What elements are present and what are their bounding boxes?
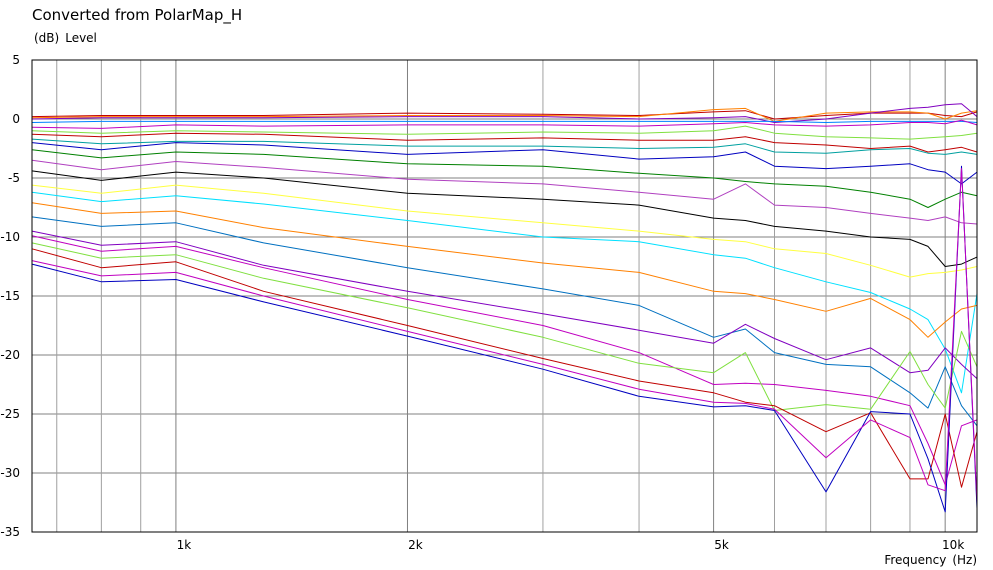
y-axis-title: Level	[65, 31, 97, 45]
series-line-10	[31, 149, 978, 208]
series-line-1	[31, 110, 978, 120]
series-line-19	[31, 242, 978, 411]
x-tick-label: 2k	[408, 538, 423, 552]
y-tick-label: -25	[0, 407, 20, 421]
x-axis-unit: (Hz)	[952, 553, 977, 567]
series-line-13	[31, 184, 978, 278]
y-tick-label: -30	[0, 466, 20, 480]
series-line-20	[31, 248, 978, 488]
series-line-9	[31, 142, 978, 185]
series-line-2	[31, 107, 978, 122]
series-line-8	[31, 138, 978, 155]
x-tick-label: 1k	[177, 538, 192, 552]
series-line-6	[31, 125, 978, 140]
tick-labels: 5 0 -5 -10 -15 -20 -25 -30 -35 1k 2k 5k 10k	[0, 53, 964, 552]
x-tick-label: 10k	[942, 538, 964, 552]
series-line-17	[31, 230, 978, 379]
y-tick-label: 5	[12, 53, 20, 67]
plot-frame	[31, 59, 978, 533]
x-axis-title: Frequency	[884, 553, 947, 567]
x-tick-label: 5k	[714, 538, 729, 552]
series-line-14	[31, 191, 978, 394]
y-tick-label: -20	[0, 348, 20, 362]
series-line-12	[31, 170, 978, 267]
x-axis-label: Frequency (Hz)	[884, 553, 977, 567]
chart-title: Converted from PolarMap_H	[32, 6, 243, 24]
y-tick-label: 0	[12, 112, 20, 126]
series-line-7	[31, 132, 978, 153]
y-tick-label: -5	[8, 171, 20, 185]
series-line-15	[31, 202, 978, 338]
series-line-4	[31, 120, 978, 123]
series-line-11	[31, 159, 978, 225]
series-line-22	[31, 168, 978, 503]
series-line-16	[31, 216, 978, 427]
y-axis-unit: (dB)	[34, 31, 60, 45]
y-tick-label: -15	[0, 289, 20, 303]
y-axis-label: (dB) Level	[34, 31, 97, 45]
series-line-5	[31, 119, 978, 129]
series-lines	[31, 103, 978, 513]
y-tick-label: -10	[0, 230, 20, 244]
series-line-3	[31, 103, 978, 123]
y-tick-label: -35	[0, 525, 20, 539]
series-line-21	[31, 165, 978, 513]
